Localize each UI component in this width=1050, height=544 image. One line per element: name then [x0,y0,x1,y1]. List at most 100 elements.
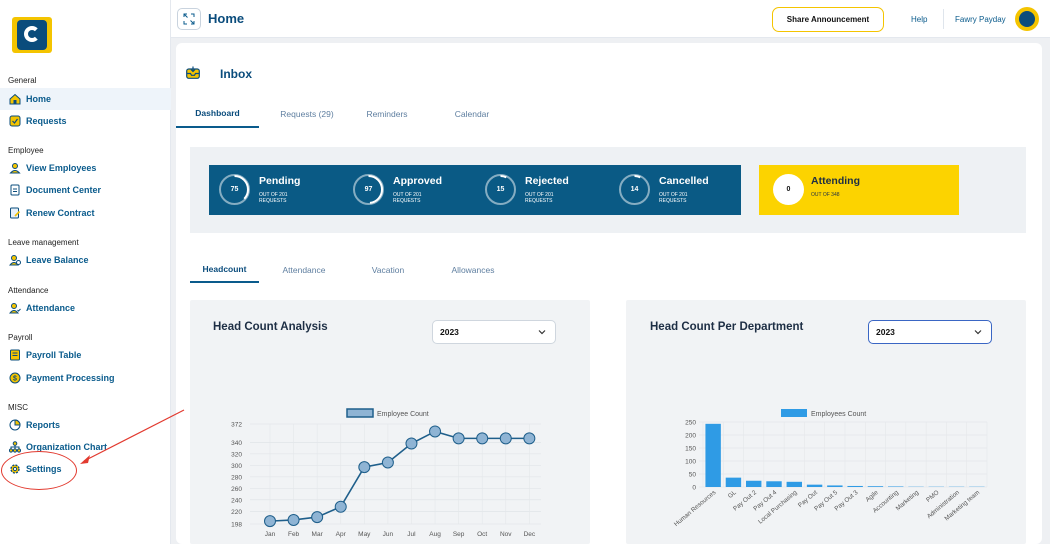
stat-value: 14 [619,174,650,205]
stat-value: 75 [219,174,250,205]
section-title-general: General [8,76,37,85]
sidebar-item-view-employees[interactable]: View Employees [0,157,171,179]
y-tick-label: 0 [692,485,696,492]
x-tick-label: Jul [407,531,416,538]
y-tick-label: 50 [689,472,697,479]
sidebar-item-document-center[interactable]: Document Center [0,179,171,201]
expand-icon [183,13,195,25]
help-link[interactable]: Help [911,15,928,24]
x-tick-label: May [358,531,371,538]
payment-icon: $ [9,372,21,384]
chevron-down-icon [538,330,546,335]
section-title-payroll: Payroll [8,333,33,342]
y-tick-label: 240 [231,497,242,504]
share-announcement-button[interactable]: Share Announcement [772,7,884,32]
sidebar-item-label: Payment Processing [26,373,115,383]
section-title-misc: MISC [8,403,28,412]
data-point [311,511,324,524]
org-chart-icon [8,441,22,453]
tab-headcount[interactable]: Headcount [190,256,259,283]
sidebar-item-renew-contract[interactable]: Renew Contract [0,202,171,224]
legend-swatch [346,408,374,418]
headcount-line-chart: Employee Count 198 220 240 260 280 300 320 340 37… [231,408,541,538]
inbox-title: Inbox [220,67,252,81]
tab-reminders[interactable]: Reminders [366,109,408,119]
svg-text:$: $ [13,376,17,383]
tab-vacation[interactable]: Vacation [371,264,405,275]
bar [766,481,782,487]
data-point [429,425,442,438]
year-select[interactable]: 2023 [868,320,992,344]
tab-allowances[interactable]: Allowances [451,264,495,275]
sidebar-item-home[interactable]: Home [0,88,171,110]
sidebar-item-label: View Employees [26,163,97,173]
bar [705,423,721,487]
legend-swatch [781,409,807,417]
stat-attending[interactable]: 0 Attending OUT OF 348 [759,165,959,215]
divider [943,9,944,29]
stat-value: 15 [485,174,516,205]
reports-icon [9,419,21,431]
tab-attendance[interactable]: Attendance [282,264,326,275]
stat-progress-arc [220,175,249,204]
year-value: 2023 [876,327,895,337]
stat-sub: OUT OF 201 REQUESTS [659,192,688,204]
sidebar-item-attendance[interactable]: Attendance [0,297,171,319]
sidebar-item-label: Home [26,94,52,104]
stat-sub: OUT OF 201 REQUESTS [259,192,288,204]
y-tick-label: 200 [685,433,696,440]
sidebar-item-label: Payroll Table [26,350,82,360]
request-stats: 75 Pending OUT OF 201 REQUESTS 97 Approv… [209,165,741,215]
sidebar-item-label: Document Center [26,185,102,195]
chart-title: Head Count Analysis [213,321,328,333]
tab-dashboard[interactable]: Dashboard [176,100,259,128]
stat-progress-arc [620,175,649,204]
payroll-icon [9,349,21,361]
contract-icon [9,207,21,219]
y-tick-label: 150 [685,446,696,453]
stat-progress-arc [486,175,515,204]
section-title-attendance: Attendance [8,286,49,295]
sidebar-item-requests[interactable]: Requests [0,110,171,132]
x-tick-label: Sep [453,531,465,538]
x-tick-label: Mar [312,531,324,538]
sidebar-item-organization-chart[interactable]: Organization Chart [0,436,171,458]
data-point [452,432,465,445]
y-tick-label: 100 [685,459,696,466]
company-logo[interactable] [12,17,52,53]
section-title-employee: Employee [8,146,44,155]
sidebar-item-payment-processing[interactable]: $ Payment Processing [0,367,171,389]
stat-label: Attending [811,175,860,187]
y-tick-label: 320 [231,451,242,458]
year-select[interactable]: 2023 [432,320,556,344]
stat-label: Cancelled [659,175,709,187]
x-tick-label: Oct [477,531,487,538]
collapse-sidebar-button[interactable] [177,8,201,30]
sidebar-item-label: Renew Contract [26,208,95,218]
y-tick-label: 372 [231,422,242,429]
annotation-circle [1,451,77,490]
attendance-icon [8,302,21,314]
tab-requests[interactable]: Requests (29) [280,109,334,119]
bar [725,477,742,487]
sidebar-item-label: Reports [26,420,61,430]
data-point [405,437,418,450]
sidebar-item-leave-balance[interactable]: Leave Balance [0,249,171,271]
tab-calendar[interactable]: Calendar [454,109,490,119]
sidebar-item-reports[interactable]: Reports [0,414,171,436]
stat-progress-arc [354,175,383,204]
y-tick-label: 220 [231,509,242,516]
page-title: Home [208,11,245,26]
document-icon [9,184,21,196]
data-point [358,461,371,474]
y-tick-label: 340 [231,440,242,447]
avatar[interactable] [1015,7,1039,31]
stat-value: 0 [773,174,804,205]
x-tick-label: Nov [500,531,512,538]
chart-title: Head Count Per Department [650,321,804,333]
x-tick-label: Jan [265,531,276,538]
user-name[interactable]: Fawry Payday [955,15,1006,24]
sidebar-item-payroll-table[interactable]: Payroll Table [0,344,171,366]
